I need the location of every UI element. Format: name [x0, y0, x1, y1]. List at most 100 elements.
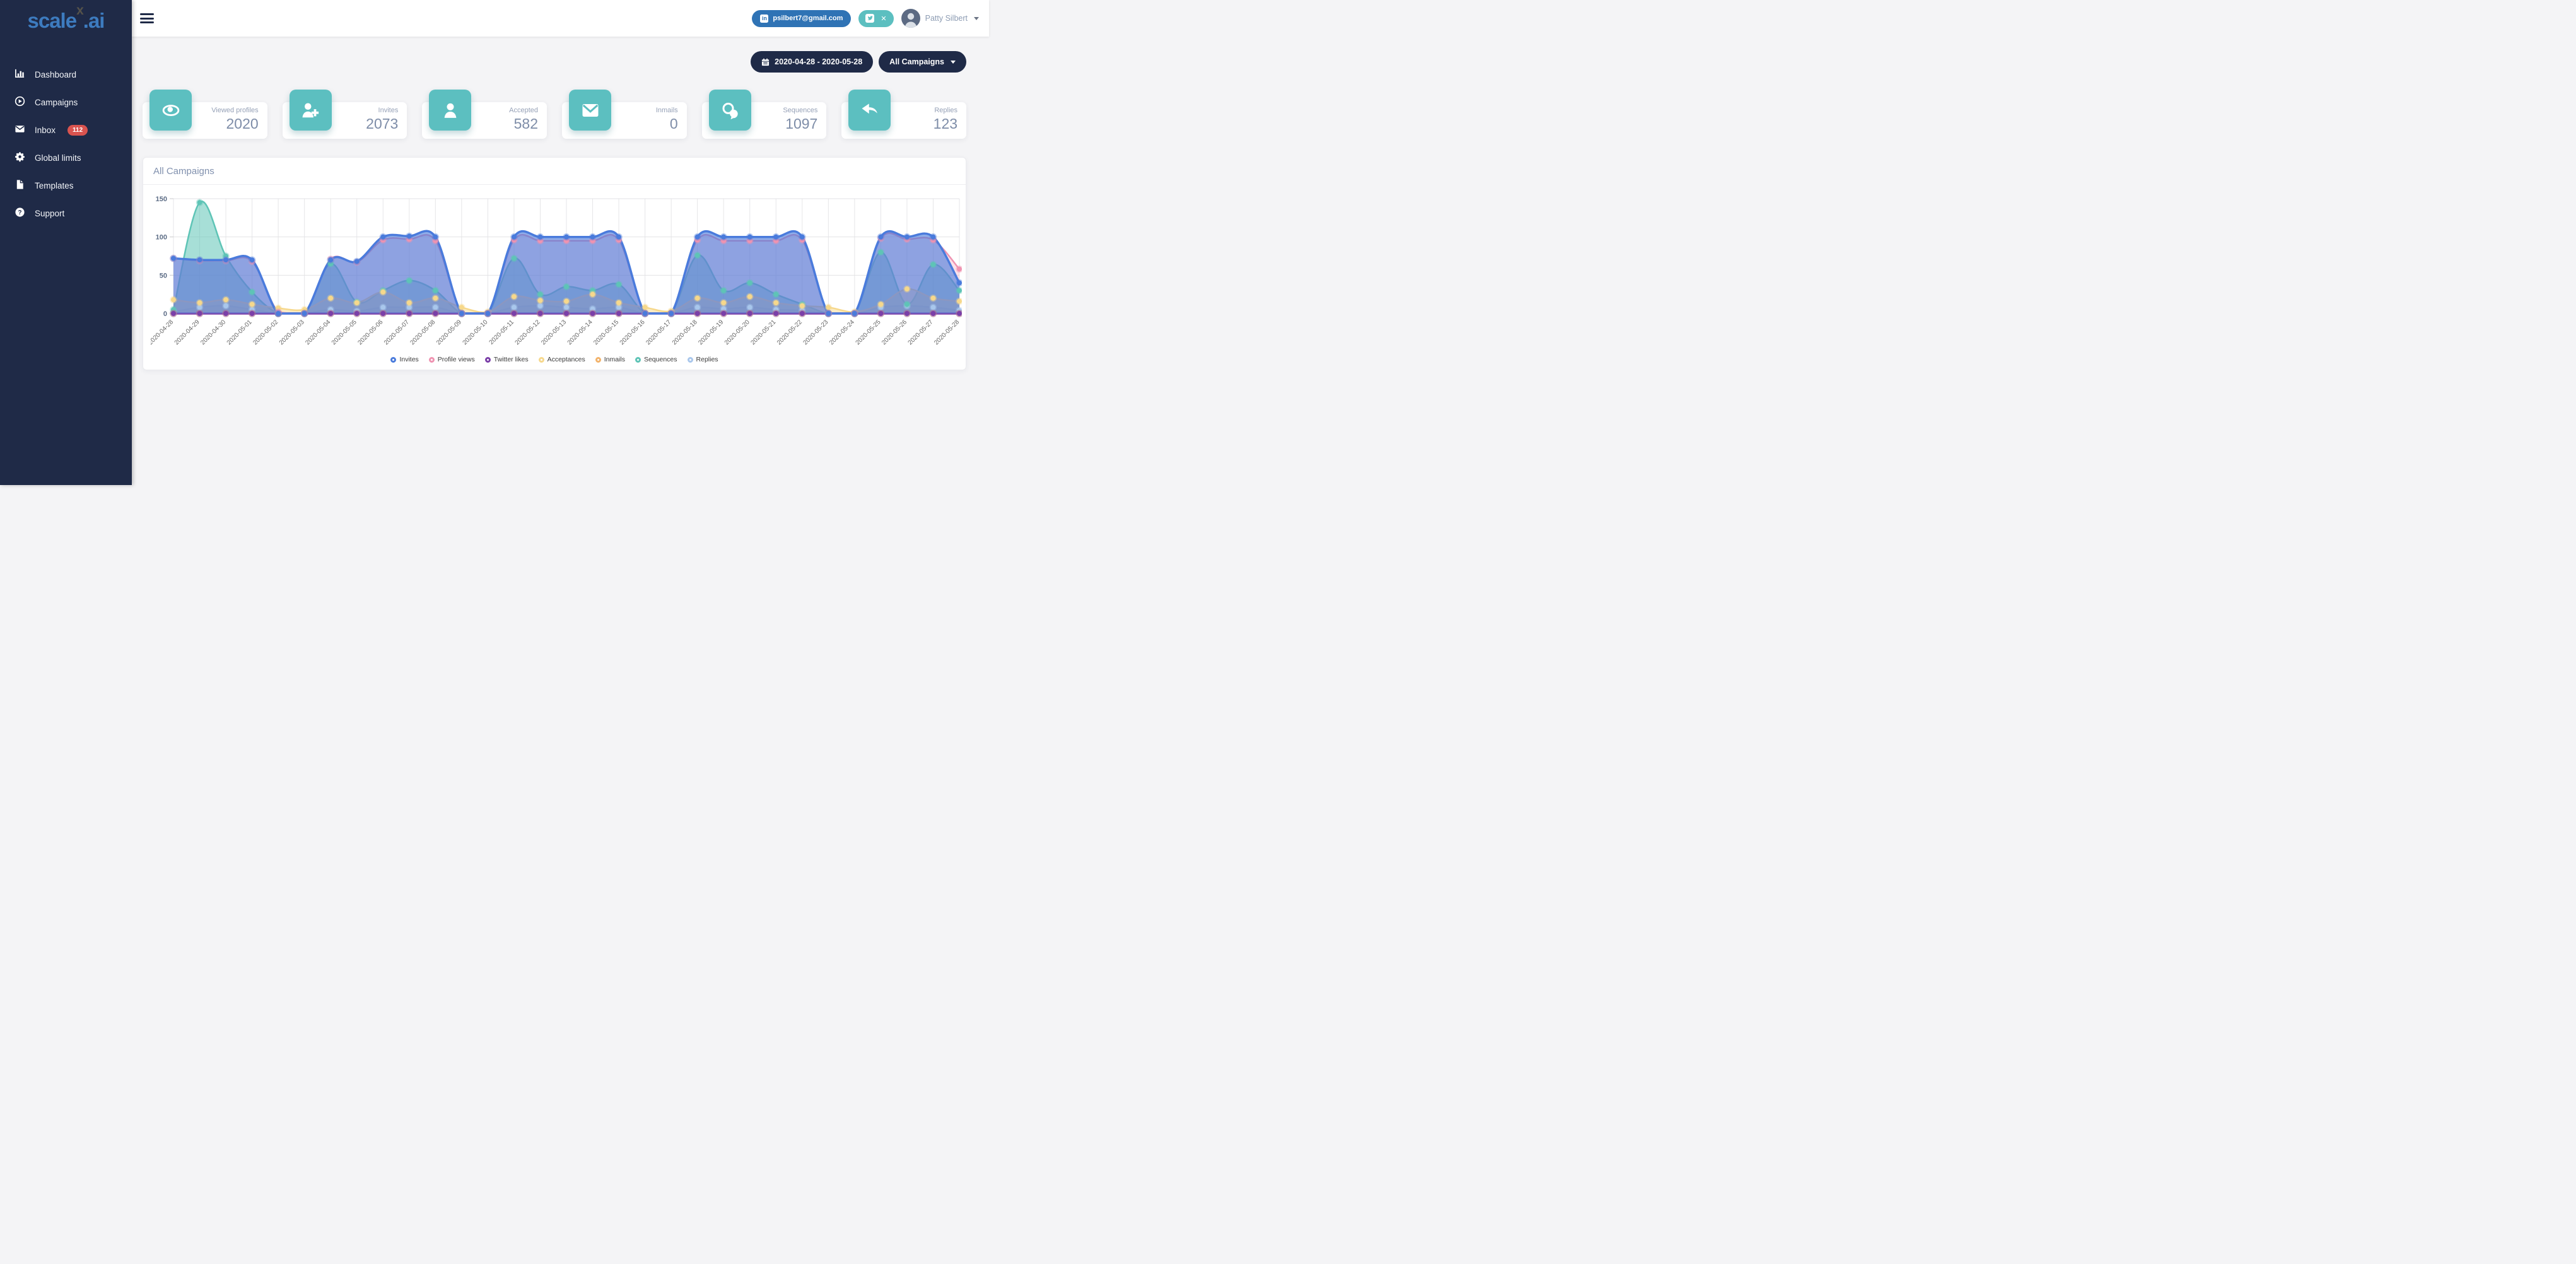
legend-item-replies[interactable]: Replies — [687, 356, 718, 363]
chart-legend: Invites Profile views Twitter likes Acce… — [143, 354, 966, 370]
svg-text:2020-05-02: 2020-05-02 — [252, 319, 279, 346]
legend-item-sequences[interactable]: Sequences — [635, 356, 677, 363]
sidebar-item-inbox[interactable]: Inbox 112 — [0, 116, 132, 144]
chart-title: All Campaigns — [153, 166, 214, 177]
stat-card-viewed-profiles: Viewed profiles 2020 — [143, 90, 267, 139]
close-icon: ✕ — [881, 15, 887, 23]
user-menu[interactable]: Patty Silbert — [901, 9, 979, 28]
svg-text:2020-05-20: 2020-05-20 — [723, 319, 751, 346]
main-column: in psilbert7@gmail.com ✕ Patty Silbert — [132, 0, 989, 485]
svg-text:2020-05-07: 2020-05-07 — [383, 319, 411, 346]
sidebar-item-global-limits[interactable]: Global limits — [0, 144, 132, 172]
file-icon — [15, 179, 25, 192]
legend-item-twitter-likes[interactable]: Twitter likes — [484, 356, 529, 363]
svg-text:0: 0 — [163, 310, 167, 318]
envelope-icon — [569, 90, 612, 131]
calendar-icon — [762, 58, 770, 66]
sidebar-item-dashboard[interactable]: Dashboard — [0, 61, 132, 88]
svg-text:2020-05-01: 2020-05-01 — [226, 319, 254, 346]
svg-text:2020-05-03: 2020-05-03 — [278, 319, 306, 346]
filter-controls: 2020-04-28 - 2020-05-28 All Campaigns — [143, 51, 966, 73]
svg-text:2020-05-21: 2020-05-21 — [749, 319, 777, 346]
stat-label: Invites — [378, 107, 399, 114]
sidebar-nav: Dashboard Campaigns Inbox 112 Global lim… — [0, 61, 132, 227]
stat-value: 1097 — [785, 115, 818, 132]
app-logo[interactable]: scalex.ai — [0, 0, 132, 37]
sidebar: scalex.ai Dashboard Campaigns Inbox 112 … — [0, 0, 132, 485]
account-email: psilbert7@gmail.com — [773, 15, 843, 22]
sidebar-item-label: Inbox — [35, 125, 56, 135]
stat-label: Viewed profiles — [211, 107, 259, 114]
logo-text: scale — [27, 9, 78, 32]
gear-icon — [15, 151, 25, 164]
sidebar-item-campaigns[interactable]: Campaigns — [0, 88, 132, 116]
twitter-icon — [865, 14, 875, 23]
user-icon — [429, 90, 472, 131]
legend-swatch — [428, 356, 435, 363]
linkedin-icon: in — [760, 14, 769, 23]
hamburger-menu-icon[interactable] — [140, 11, 154, 26]
stat-value: 2073 — [366, 115, 399, 132]
legend-swatch — [635, 356, 641, 363]
svg-text:2020-05-18: 2020-05-18 — [671, 319, 699, 346]
stat-label: Replies — [934, 107, 958, 114]
sidebar-item-templates[interactable]: Templates — [0, 172, 132, 199]
chart-area[interactable]: 0 50 100 150 2020-04-28 2020-04-29 2020-04-30 2… — [143, 185, 966, 354]
svg-text:2020-05-24: 2020-05-24 — [828, 319, 856, 346]
user-plus-icon — [289, 90, 332, 131]
top-bar: in psilbert7@gmail.com ✕ Patty Silbert — [132, 0, 989, 37]
svg-text:2020-05-19: 2020-05-19 — [697, 319, 725, 346]
question-circle-icon: ? — [15, 207, 25, 219]
svg-text:2020-05-28: 2020-05-28 — [933, 319, 961, 346]
reply-icon — [848, 90, 891, 131]
sidebar-item-support[interactable]: ? Support — [0, 199, 132, 227]
chevron-down-icon — [974, 16, 979, 20]
campaigns-chart[interactable]: 0501001502020-04-282020-04-292020-04-302… — [147, 191, 963, 349]
chart-bar-icon — [15, 68, 25, 81]
play-circle-icon — [15, 96, 25, 108]
sidebar-item-label: Campaigns — [35, 97, 78, 107]
stat-value: 123 — [933, 115, 958, 132]
svg-text:2020-05-11: 2020-05-11 — [488, 319, 516, 346]
stat-card-inmails: Inmails 0 — [562, 90, 687, 139]
stat-label: Accepted — [509, 107, 539, 114]
user-name: Patty Silbert — [925, 14, 968, 23]
stat-card-replies: Replies 123 — [841, 90, 967, 139]
logo-suffix: .ai — [83, 9, 105, 32]
eye-icon — [149, 90, 192, 131]
svg-text:2020-05-09: 2020-05-09 — [435, 319, 463, 346]
svg-text:2020-04-29: 2020-04-29 — [173, 319, 201, 346]
campaign-filter-label: All Campaigns — [889, 57, 944, 66]
sidebar-item-label: Global limits — [35, 153, 81, 163]
svg-text:2020-05-27: 2020-05-27 — [907, 319, 935, 346]
svg-text:2020-04-28: 2020-04-28 — [151, 319, 175, 346]
svg-text:2020-05-16: 2020-05-16 — [619, 319, 647, 346]
svg-text:2020-05-06: 2020-05-06 — [356, 319, 384, 346]
legend-item-profile-views[interactable]: Profile views — [428, 356, 475, 363]
svg-text:2020-05-10: 2020-05-10 — [462, 319, 489, 346]
svg-text:2020-05-08: 2020-05-08 — [409, 319, 437, 346]
date-range-button[interactable]: 2020-04-28 - 2020-05-28 — [751, 51, 874, 73]
legend-swatch — [484, 356, 491, 363]
divider — [143, 184, 966, 185]
svg-text:2020-04-30: 2020-04-30 — [199, 319, 227, 346]
avatar — [901, 9, 920, 28]
campaign-filter-dropdown[interactable]: All Campaigns — [879, 51, 966, 73]
campaigns-chart-card: All Campaigns 0 50 100 150 2020-04-28 2020-04… — [143, 157, 966, 370]
svg-text:2020-05-14: 2020-05-14 — [566, 319, 594, 346]
legend-item-invites[interactable]: Invites — [390, 356, 419, 363]
comments-icon — [708, 90, 751, 131]
dashboard-content: 2020-04-28 - 2020-05-28 All Campaigns Vi… — [132, 37, 989, 485]
svg-text:2020-05-22: 2020-05-22 — [776, 319, 804, 346]
legend-item-inmails[interactable]: Inmails — [595, 356, 625, 363]
svg-text:50: 50 — [160, 272, 167, 279]
legend-item-acceptances[interactable]: Acceptances — [538, 356, 585, 363]
legend-swatch — [595, 356, 601, 363]
linkedin-account-button[interactable]: in psilbert7@gmail.com — [752, 9, 852, 27]
inbox-count-badge: 112 — [67, 124, 88, 136]
svg-text:2020-05-13: 2020-05-13 — [540, 319, 568, 346]
svg-text:2020-05-26: 2020-05-26 — [881, 319, 908, 346]
svg-text:150: 150 — [156, 196, 167, 203]
twitter-disconnect-button[interactable]: ✕ — [858, 9, 894, 27]
chevron-down-icon — [951, 60, 956, 64]
